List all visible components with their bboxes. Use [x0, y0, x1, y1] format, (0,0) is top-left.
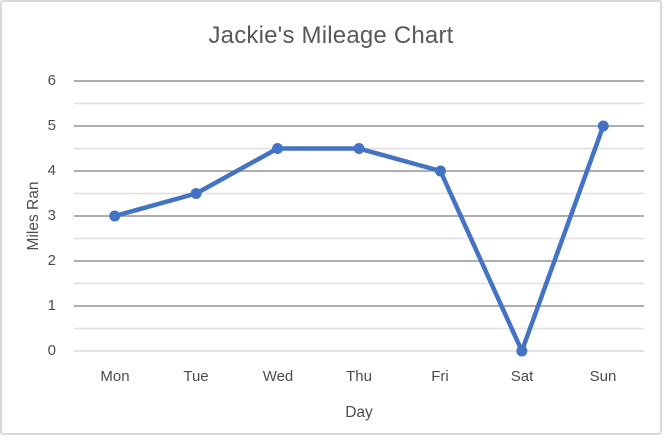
x-tick-mon: Mon [100, 368, 130, 385]
y-tick-1: 1 [47, 297, 56, 314]
y-tick-2: 2 [47, 252, 56, 269]
x-tick-fri: Fri [431, 368, 449, 385]
data-point-wed [272, 143, 284, 154]
x-tick-thu: Thu [346, 368, 372, 385]
y-tick-6: 6 [47, 72, 56, 89]
y-tick-3: 3 [47, 207, 56, 224]
data-point-tue [190, 188, 202, 199]
line-chart-plot-area [74, 80, 644, 357]
chart-title: Jackie's Mileage Chart [208, 22, 454, 49]
x-tick-sun: Sun [589, 368, 617, 385]
x-axis-title: Day [345, 404, 373, 421]
data-point-sun [597, 120, 609, 132]
y-tick-5: 5 [47, 117, 56, 134]
x-tick-sat: Sat [510, 368, 534, 385]
data-point-fri [434, 165, 446, 177]
data-point-thu [353, 143, 365, 154]
y-axis-title: Miles Ran [25, 181, 42, 251]
chart-frame: Jackie's Mileage Chart 6 5 4 3 2 1 0 Mon… [0, 0, 662, 435]
x-tick-wed: Wed [262, 368, 294, 385]
y-tick-4: 4 [47, 162, 56, 179]
data-point-sat [516, 345, 528, 357]
y-tick-0: 0 [47, 342, 56, 359]
data-point-mon [109, 210, 121, 222]
x-tick-tue: Tue [183, 368, 209, 385]
